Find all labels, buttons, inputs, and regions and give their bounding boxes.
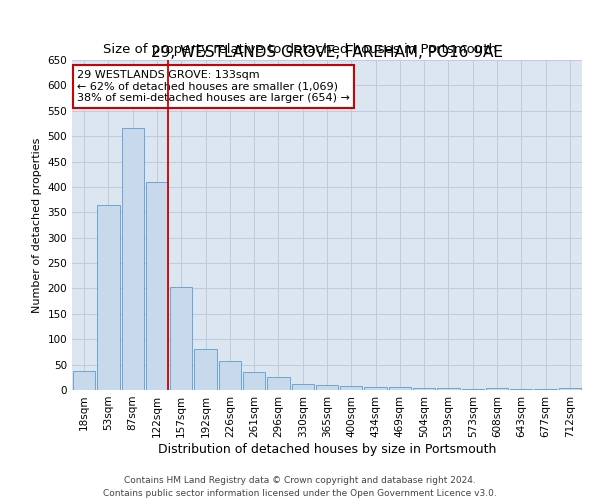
Y-axis label: Number of detached properties: Number of detached properties [32,138,42,312]
Bar [122,128,144,390]
Bar [218,361,241,390]
Title: 29, WESTLANDS GROVE, FAREHAM, PO16 9AE: 29, WESTLANDS GROVE, FAREHAM, PO16 9AE [151,45,503,60]
Text: Size of property relative to detached houses in Portsmouth: Size of property relative to detached ho… [103,42,497,56]
Bar [486,388,508,390]
Bar [340,386,362,390]
X-axis label: Distribution of detached houses by size in Portsmouth: Distribution of detached houses by size … [158,442,496,456]
Bar [146,182,168,390]
Bar [292,384,314,390]
Bar [170,288,193,390]
Text: 29 WESTLANDS GROVE: 133sqm
← 62% of detached houses are smaller (1,069)
38% of s: 29 WESTLANDS GROVE: 133sqm ← 62% of deta… [77,70,350,103]
Bar [97,204,119,390]
Bar [243,372,265,390]
Bar [194,350,217,390]
Bar [316,385,338,390]
Bar [413,388,436,390]
Bar [559,388,581,390]
Text: Contains HM Land Registry data © Crown copyright and database right 2024.
Contai: Contains HM Land Registry data © Crown c… [103,476,497,498]
Bar [389,388,411,390]
Bar [364,388,387,390]
Bar [267,378,290,390]
Bar [437,388,460,390]
Bar [73,371,95,390]
